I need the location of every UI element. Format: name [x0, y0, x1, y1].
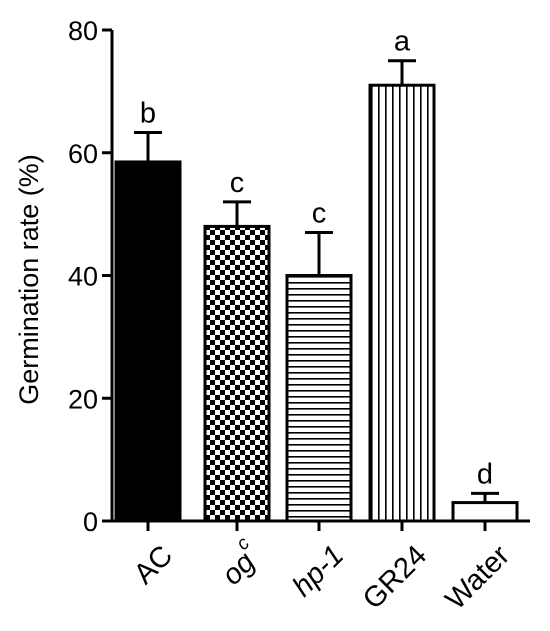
y-tick-label: 60 — [68, 139, 98, 169]
y-tick-label: 0 — [83, 507, 98, 537]
y-tick-label: 80 — [68, 16, 98, 46]
y-tick-label: 40 — [68, 262, 98, 292]
significance-label: d — [477, 458, 493, 490]
x-tick-label: ogc — [210, 533, 269, 592]
significance-label: c — [312, 198, 327, 230]
bar-water — [451, 501, 519, 523]
bars: b c c a d — [114, 26, 519, 523]
significance-label: a — [394, 26, 411, 58]
significance-label: b — [140, 97, 156, 129]
significance-label: c — [230, 167, 245, 199]
bar-ac — [114, 160, 182, 523]
x-tick-label: AC — [128, 539, 179, 590]
x-ticks: AC ogc hp-1 GR24 Water — [128, 521, 516, 616]
x-tick-label: hp-1 — [286, 539, 350, 603]
bar-og — [203, 224, 271, 523]
x-tick-label: Water — [440, 539, 517, 616]
bar-hp-1 — [285, 274, 353, 523]
x-tick-label: GR24 — [357, 539, 433, 615]
bar-gr24 — [368, 83, 436, 523]
y-ticks: 0 20 40 60 80 — [68, 16, 112, 537]
y-axis-label: Germination rate (%) — [14, 154, 44, 405]
y-tick-label: 20 — [68, 384, 98, 414]
